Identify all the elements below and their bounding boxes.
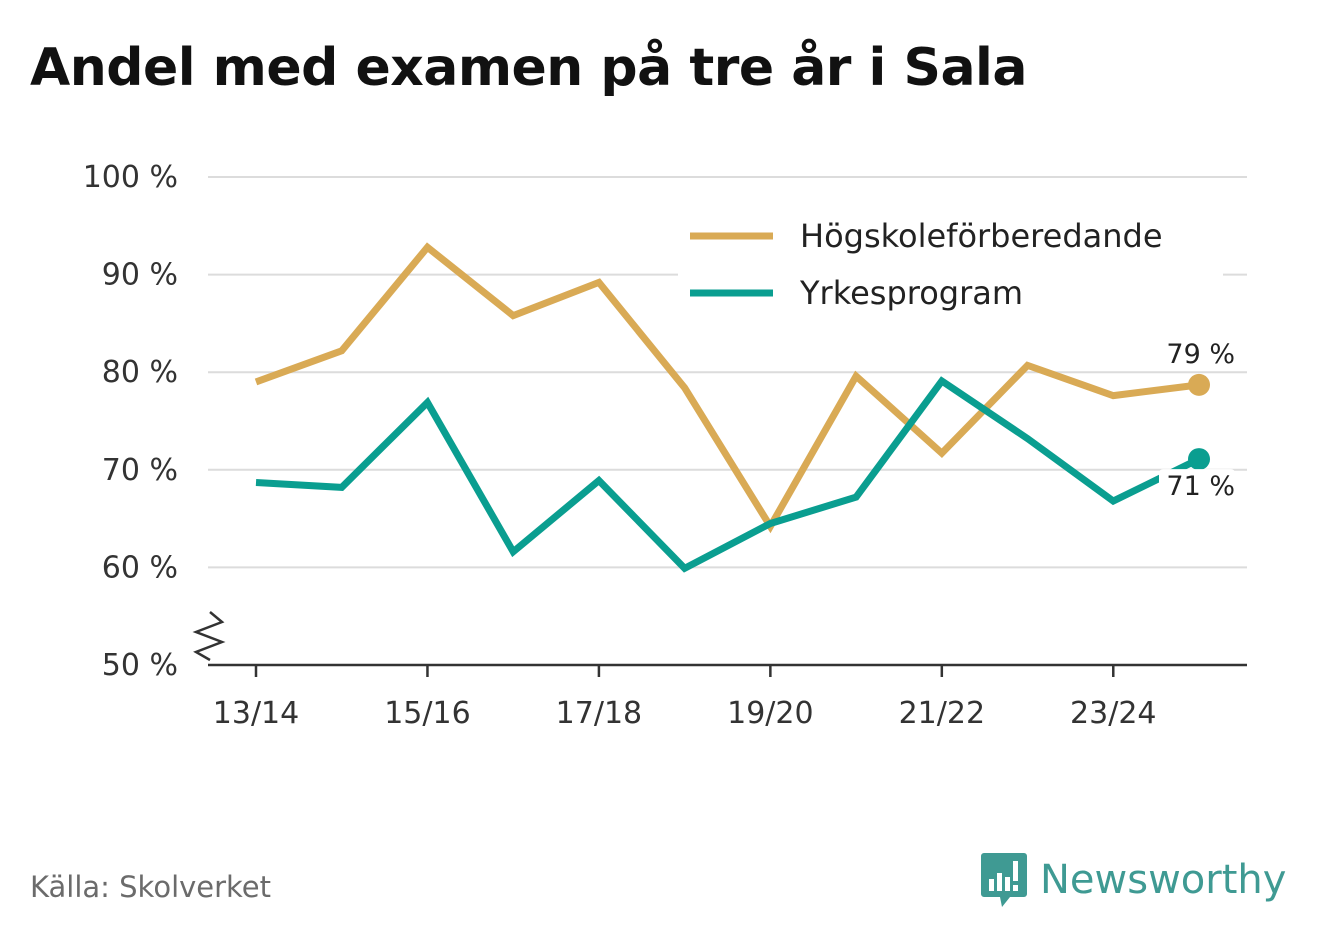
series-layer: [254, 242, 1210, 573]
axis-layer: 50 % 60 % 70 % 80 % 90 % 100 % 13/14 15/16 17/18…: [83, 160, 1247, 731]
legend-label: Högskoleförberedande: [800, 217, 1163, 255]
end-label-background: [1159, 469, 1235, 504]
x-tick-label: 17/18: [556, 696, 642, 731]
x-tick-label: 13/14: [213, 696, 299, 731]
newsworthy-logo-icon: [981, 853, 1027, 907]
legend: Högskoleförberedande Yrkesprogram: [678, 205, 1223, 317]
end-label: 71 %: [1166, 471, 1235, 502]
y-tick-label: 50 %: [102, 648, 178, 683]
line-chart: 50 % 60 % 70 % 80 % 90 % 100 % 13/14 15/16 17/18…: [83, 160, 1247, 731]
y-tick-label: 100 %: [83, 160, 178, 195]
end-labels: 79 % 71 %: [1159, 339, 1235, 504]
y-tick-label: 90 %: [102, 258, 178, 293]
source-note: Källa: Skolverket: [30, 870, 272, 904]
series-end-point: [1188, 448, 1210, 471]
series-line-yrkesprogram: [255, 376, 1201, 573]
x-tick-label: 23/24: [1070, 696, 1156, 731]
end-label: 79 %: [1166, 339, 1235, 370]
series-end-point: [1188, 373, 1210, 396]
y-tick-label: 80 %: [102, 355, 178, 390]
x-tick-label: 19/20: [727, 696, 813, 731]
chart-title: Andel med examen på tre år i Sala: [30, 38, 1027, 98]
y-tick-label: 70 %: [102, 453, 178, 488]
x-tick-label: 21/22: [899, 696, 985, 731]
brand: Newsworthy: [980, 850, 1286, 910]
x-tick-label: 15/16: [384, 696, 470, 731]
y-tick-label: 60 %: [102, 550, 178, 585]
brand-name: Newsworthy: [1040, 857, 1287, 903]
y-axis-break-icon: [192, 611, 226, 662]
series-line-hogskoleforberedande: [254, 242, 1200, 534]
legend-label: Yrkesprogram: [799, 274, 1023, 312]
legend-background: [678, 205, 1223, 317]
